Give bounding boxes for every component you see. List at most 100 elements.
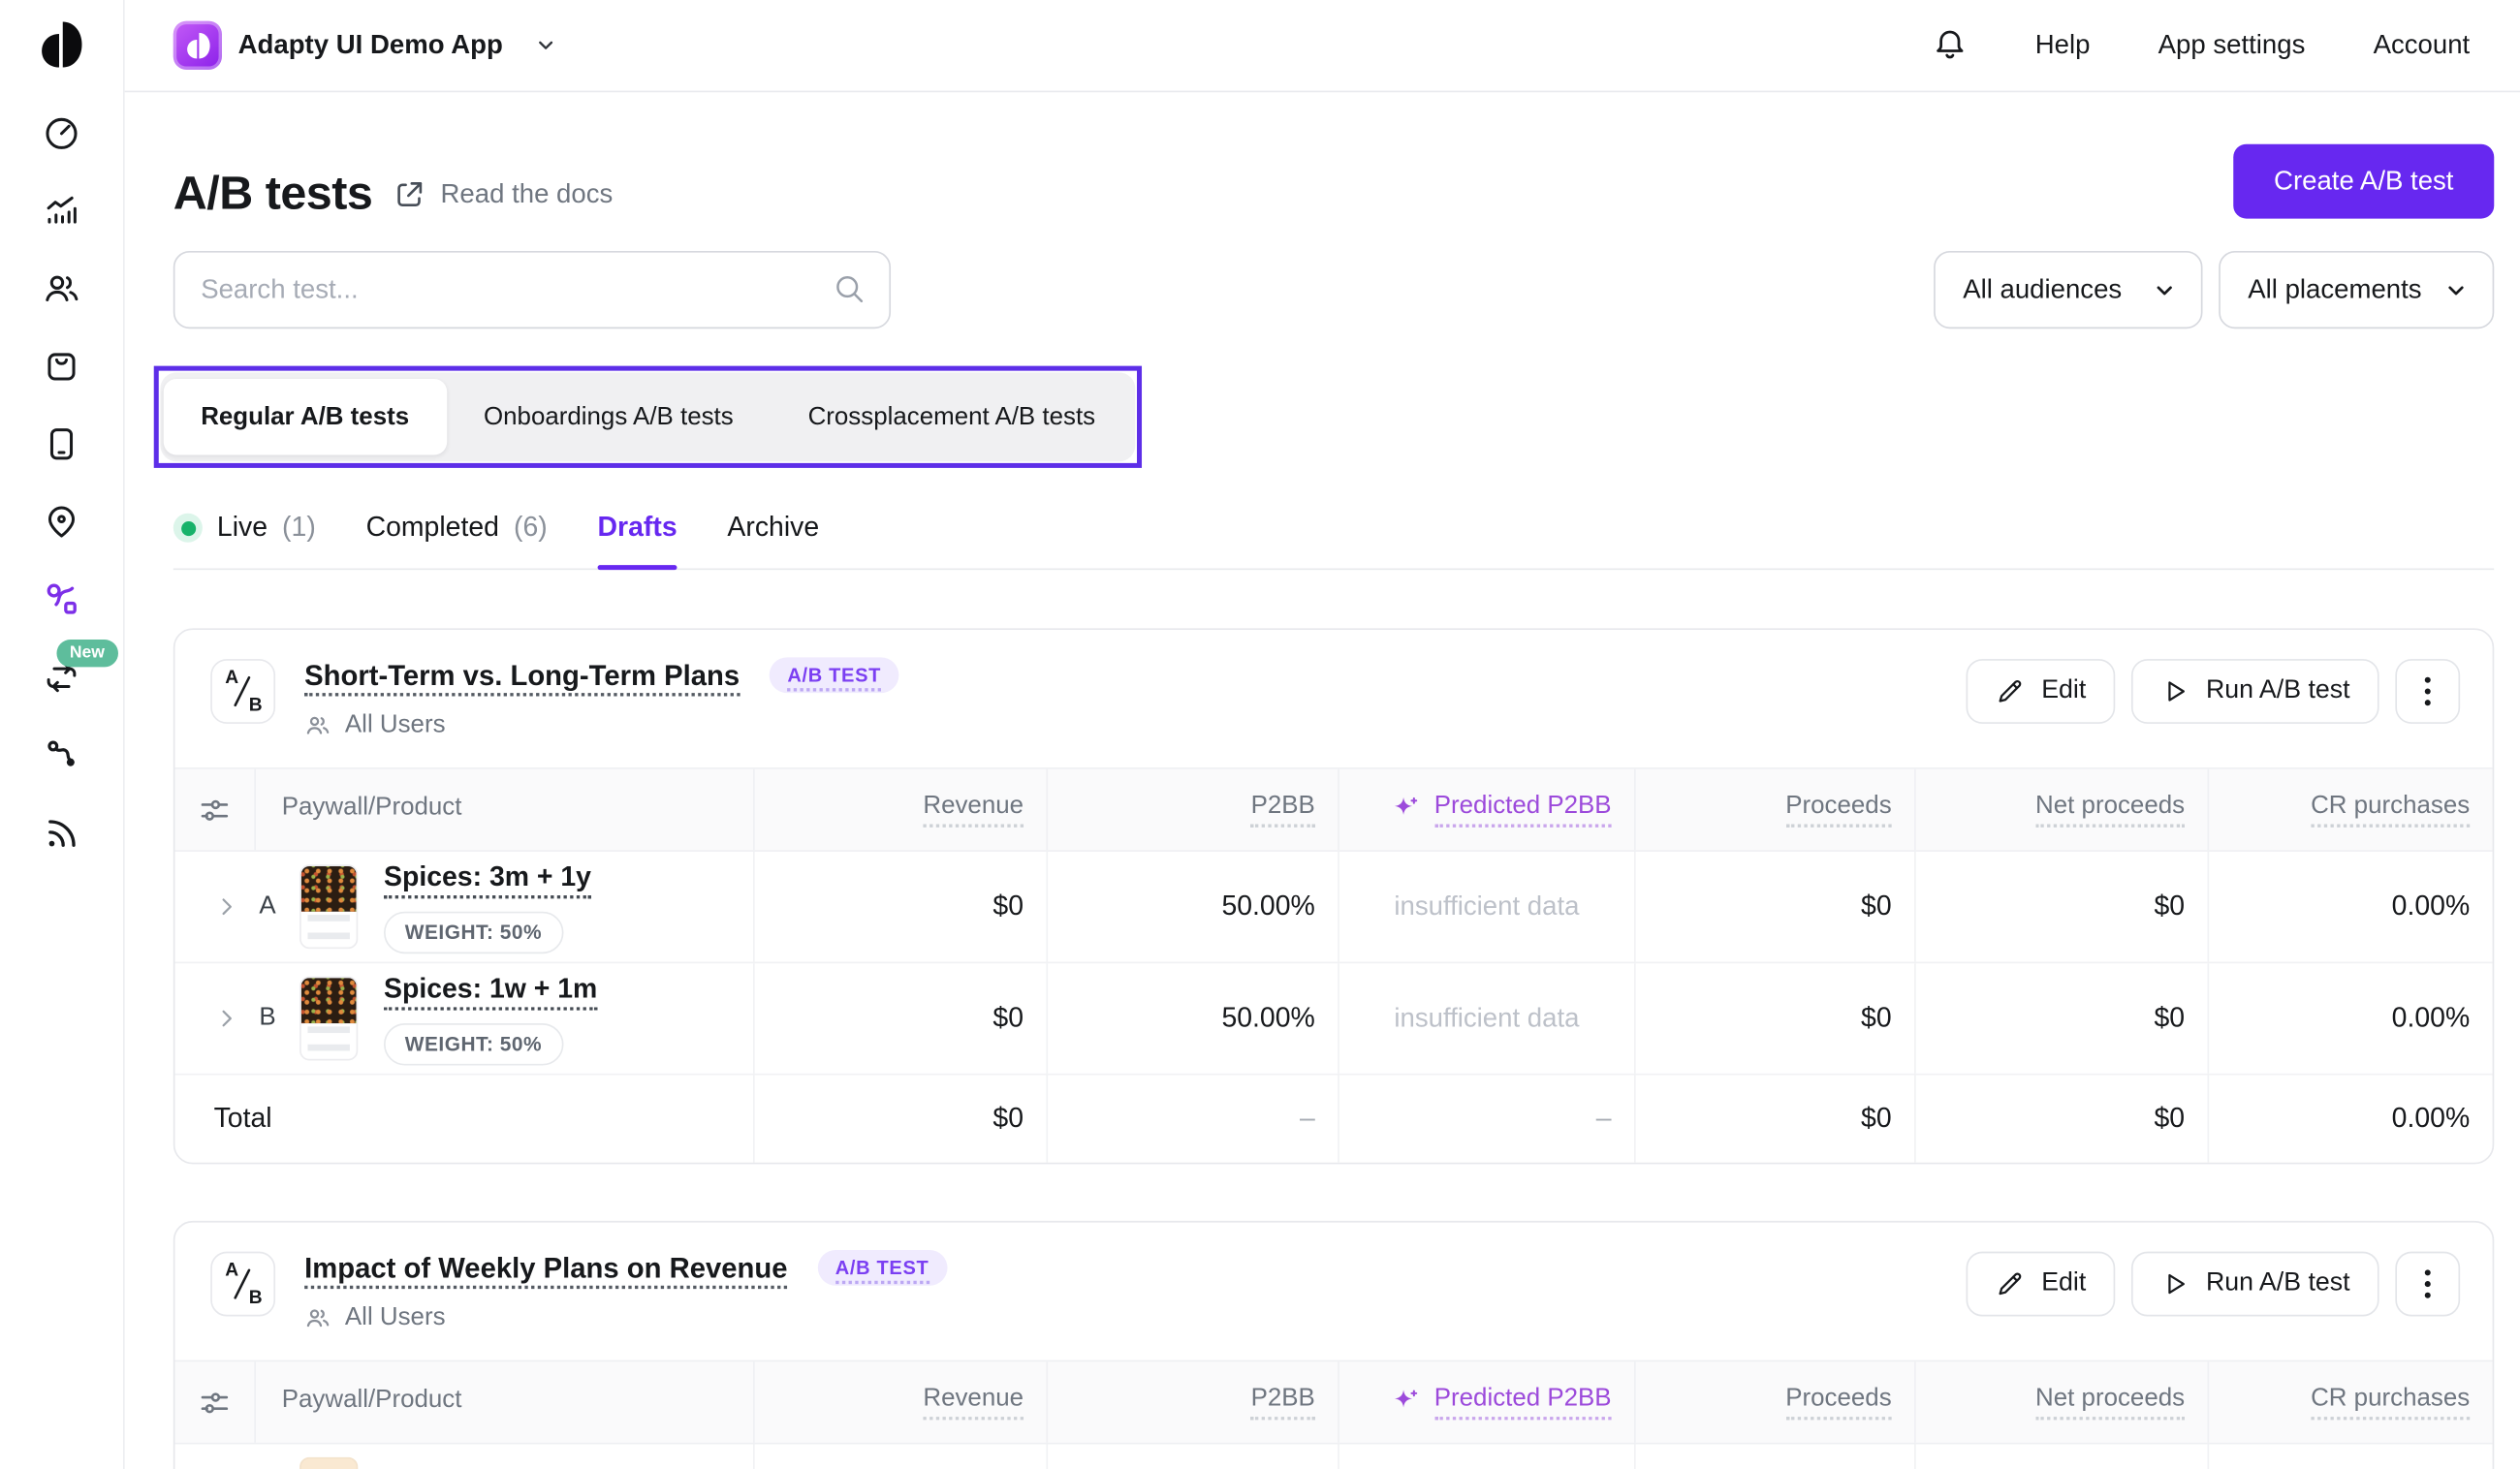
app-avatar bbox=[173, 21, 222, 70]
adapty-logo-icon[interactable] bbox=[37, 17, 85, 73]
column-settings-sliders-icon[interactable] bbox=[174, 1361, 254, 1443]
col-p2bb: P2BB bbox=[1046, 1361, 1338, 1443]
col-revenue: Revenue bbox=[753, 1361, 1046, 1443]
product-name-link[interactable]: Spices: 3m + 1y bbox=[384, 860, 591, 897]
flows-route-icon[interactable] bbox=[42, 735, 80, 774]
expand-chevron-icon[interactable] bbox=[214, 893, 240, 920]
revenue-value: $0 bbox=[753, 963, 1046, 1074]
ab-test-card: AB Impact of Weekly Plans on Revenue A/B… bbox=[173, 1221, 2494, 1469]
proceeds-value: $0 bbox=[1634, 852, 1914, 962]
status-tabs: Live (1) Completed (6) Drafts Archive bbox=[173, 512, 2494, 570]
nav-app-settings[interactable]: App settings bbox=[2158, 30, 2306, 61]
placements-pin-icon[interactable] bbox=[42, 502, 80, 541]
table-row: A Spices: 3m + 1y WEIGHT: 50% $0 50.00% … bbox=[174, 852, 2492, 963]
tab-live-label: Live bbox=[217, 512, 268, 544]
audience-label: All Users bbox=[345, 1303, 446, 1332]
column-settings-sliders-icon[interactable] bbox=[174, 769, 254, 851]
test-title-link[interactable]: Impact of Weekly Plans on Revenue bbox=[304, 1252, 787, 1289]
audience-row: All Users bbox=[304, 1303, 947, 1332]
apps-device-icon[interactable] bbox=[42, 424, 80, 463]
tab-onboardings-ab-tests[interactable]: Onboardings A/B tests bbox=[447, 379, 772, 455]
test-title-link[interactable]: Short-Term vs. Long-Term Plans bbox=[304, 659, 740, 696]
edit-button[interactable]: Edit bbox=[1967, 1252, 2115, 1317]
col-net-proceeds: Net proceeds bbox=[1914, 1361, 2207, 1443]
app-selector[interactable]: Adapty UI Demo App bbox=[173, 21, 558, 70]
run-ab-test-button[interactable]: Run A/B test bbox=[2131, 659, 2379, 724]
tab-archive-label: Archive bbox=[727, 512, 819, 544]
tab-crossplacement-ab-tests[interactable]: Crossplacement A/B tests bbox=[771, 379, 1132, 455]
analytics-chart-icon[interactable] bbox=[42, 191, 80, 230]
highlight-overlay: Regular A/B tests Onboardings A/B tests … bbox=[154, 366, 1143, 468]
col-proceeds: Proceeds bbox=[1634, 769, 1914, 851]
product-name-link[interactable]: Spices: 1w + 1m bbox=[384, 972, 597, 1009]
paywall-builder-loop-icon[interactable]: New bbox=[42, 657, 80, 696]
col-proceeds: Proceeds bbox=[1634, 1361, 1914, 1443]
edit-button[interactable]: Edit bbox=[1967, 659, 2115, 724]
tab-completed-count: (6) bbox=[514, 512, 548, 544]
cr-purchases-value: 0.00% bbox=[2208, 852, 2493, 962]
search-input[interactable] bbox=[173, 251, 891, 328]
paywall-thumbnail[interactable] bbox=[299, 977, 358, 1061]
predicted-p2bb-value: insufficient data bbox=[1338, 852, 1634, 962]
p2bb-value: 50.00% bbox=[1046, 852, 1338, 962]
variant-label: B bbox=[259, 1004, 280, 1033]
p2bb-value: 50.00% bbox=[1046, 963, 1338, 1074]
read-docs-link[interactable]: Read the docs bbox=[440, 179, 613, 210]
feed-rss-icon[interactable] bbox=[42, 813, 80, 852]
topbar: Adapty UI Demo App Help App settings Acc… bbox=[123, 0, 2520, 92]
users-icon bbox=[304, 711, 331, 738]
notifications-bell-icon[interactable] bbox=[1932, 27, 1968, 63]
table-header-row: Paywall/Product Revenue P2BB Predicted P… bbox=[174, 1360, 2492, 1445]
new-badge: New bbox=[56, 640, 117, 667]
col-cr-purchases: CR purchases bbox=[2208, 769, 2493, 851]
paywall-thumbnail[interactable] bbox=[299, 864, 358, 949]
placements-filter-dropdown[interactable]: All placements bbox=[2219, 251, 2494, 328]
tab-drafts-label: Drafts bbox=[598, 512, 677, 544]
total-row: Total $0 – – $0 $0 0.00% bbox=[174, 1076, 2492, 1163]
sidebar: New bbox=[0, 0, 125, 1469]
app-window: New bbox=[0, 0, 2520, 1469]
tab-drafts[interactable]: Drafts bbox=[598, 512, 677, 568]
net-proceeds-value: $0 bbox=[1914, 963, 2207, 1074]
tab-live[interactable]: Live (1) bbox=[173, 512, 316, 568]
predicted-p2bb-value: insufficient data bbox=[1338, 1444, 1634, 1469]
revenue-value: $0 bbox=[753, 1444, 1046, 1469]
audiences-people-icon[interactable] bbox=[42, 268, 80, 307]
external-link-icon bbox=[394, 178, 425, 210]
total-proceeds: $0 bbox=[1634, 1076, 1914, 1163]
more-options-kebab-button[interactable] bbox=[2395, 659, 2460, 724]
ab-test-badge: A/B TEST bbox=[817, 1250, 946, 1286]
chevron-down-icon bbox=[2153, 278, 2177, 302]
sparkle-icon bbox=[1391, 1387, 1422, 1418]
table-header-row: Paywall/Product Revenue P2BB Predicted P… bbox=[174, 767, 2492, 852]
pencil-icon bbox=[1996, 676, 2025, 705]
table-row: General: 1m + 1y $0 50.00% insufficient … bbox=[174, 1444, 2492, 1469]
ab-test-type-icon: AB bbox=[210, 659, 275, 724]
card-header: AB Short-Term vs. Long-Term Plans A/B TE… bbox=[174, 630, 2492, 767]
ab-tests-icon[interactable] bbox=[42, 579, 80, 618]
chevron-down-icon bbox=[2443, 278, 2468, 302]
nav-account[interactable]: Account bbox=[2374, 30, 2471, 61]
play-icon bbox=[2160, 676, 2189, 705]
top-nav: Help App settings Account bbox=[1932, 27, 2470, 63]
col-predicted-p2bb: Predicted P2BB bbox=[1338, 1361, 1634, 1443]
tab-completed[interactable]: Completed (6) bbox=[366, 512, 548, 568]
audiences-filter-dropdown[interactable]: All audiences bbox=[1934, 251, 2202, 328]
kebab-dots-icon bbox=[2424, 1269, 2431, 1298]
run-ab-test-button[interactable]: Run A/B test bbox=[2131, 1252, 2379, 1317]
chevron-down-icon bbox=[535, 34, 557, 56]
create-ab-test-button[interactable]: Create A/B test bbox=[2233, 144, 2494, 219]
more-options-kebab-button[interactable] bbox=[2395, 1252, 2460, 1317]
nav-help[interactable]: Help bbox=[2035, 30, 2091, 61]
kebab-dots-icon bbox=[2424, 676, 2431, 705]
screenshot-root: New bbox=[0, 0, 2520, 1469]
page-title: A/B tests bbox=[173, 168, 373, 221]
paywall-thumbnail[interactable] bbox=[299, 1457, 358, 1469]
filter-row: All audiences All placements bbox=[173, 251, 2494, 328]
tab-regular-ab-tests[interactable]: Regular A/B tests bbox=[164, 379, 447, 455]
dashboard-gauge-icon[interactable] bbox=[42, 113, 80, 152]
expand-chevron-icon[interactable] bbox=[214, 1006, 240, 1032]
products-bag-icon[interactable] bbox=[42, 347, 80, 386]
tab-archive[interactable]: Archive bbox=[727, 512, 819, 568]
pencil-icon bbox=[1996, 1269, 2025, 1298]
